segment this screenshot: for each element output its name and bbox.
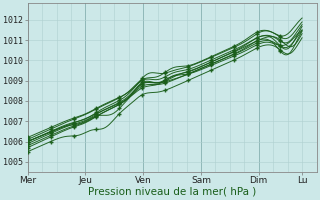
X-axis label: Pression niveau de la mer( hPa ): Pression niveau de la mer( hPa ) — [88, 187, 256, 197]
